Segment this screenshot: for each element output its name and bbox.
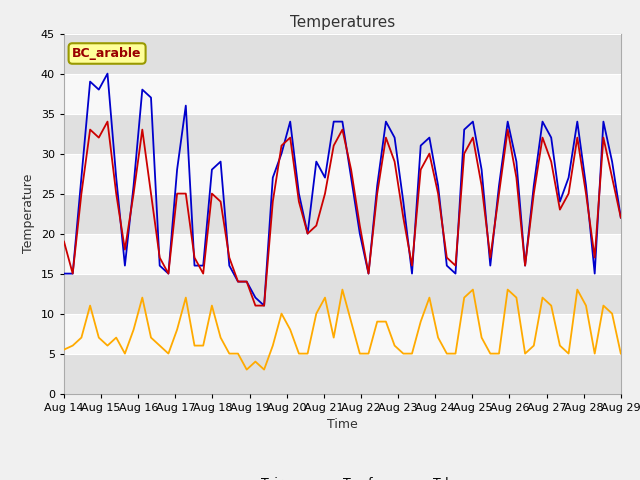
Legend: Tair, Tsurf, Tsky: Tair, Tsurf, Tsky	[221, 472, 464, 480]
X-axis label: Time: Time	[327, 418, 358, 431]
Bar	[64, 354, 621, 394]
Bar	[64, 73, 621, 114]
Y-axis label: Temperature: Temperature	[22, 174, 35, 253]
Bar	[64, 34, 621, 73]
Bar	[64, 193, 621, 234]
Text: BC_arable: BC_arable	[72, 47, 142, 60]
Bar	[64, 234, 621, 274]
Bar	[64, 114, 621, 154]
Bar	[64, 313, 621, 354]
Bar	[64, 274, 621, 313]
Bar	[64, 154, 621, 193]
Title: Temperatures: Temperatures	[290, 15, 395, 30]
